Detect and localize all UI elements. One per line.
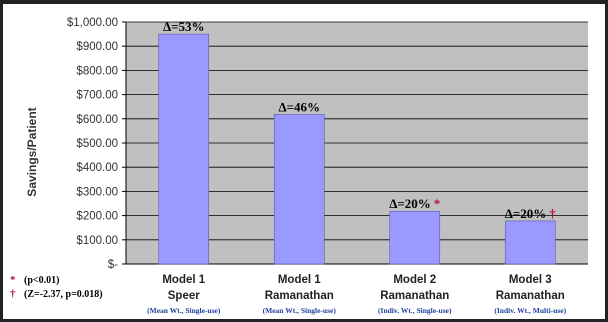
category-sublabel: (Indiv. Wt., Multi-use) — [494, 306, 566, 315]
category-sublabel: (Indiv. Wt., Single-use) — [378, 306, 452, 315]
y-tick-label: $600.00 — [76, 114, 118, 126]
category-label: Model 1 — [162, 274, 205, 286]
y-tick-label: $300.00 — [76, 186, 118, 198]
category-label: Model 2 — [393, 274, 436, 286]
bar-annotation: Δ=53% — [163, 19, 205, 34]
category-sublabel: (Mean Wt., Single-use) — [263, 306, 337, 315]
category-label: Speer — [168, 290, 200, 302]
y-tick-label: $200.00 — [76, 211, 118, 223]
y-axis-label: Savings/Patient — [25, 107, 39, 196]
footnote-symbol: * — [10, 274, 16, 286]
footnote-text: (Z=-2.37, p=0.018) — [24, 289, 103, 300]
y-tick-label: $- — [108, 259, 118, 271]
bar-annotation: Δ=20% * — [389, 196, 440, 211]
significance-mark: * — [434, 196, 441, 211]
y-tick-label: $1,000.00 — [67, 17, 118, 29]
y-tick-label: $700.00 — [76, 90, 118, 102]
category-label: Ramanathan — [380, 290, 449, 302]
category-label: Model 1 — [278, 274, 321, 286]
y-tick-label: $400.00 — [76, 162, 118, 174]
footnote-symbol: † — [10, 288, 16, 300]
footnote-text: (p<0.01) — [24, 275, 59, 286]
category-sublabel: (Mean Wt., Single-use) — [147, 306, 221, 315]
bar — [273, 114, 325, 265]
y-tick-label: $500.00 — [76, 138, 118, 150]
significance-mark: † — [549, 206, 556, 221]
category-label: Ramanathan — [496, 290, 565, 302]
y-tick-label: $900.00 — [76, 41, 118, 53]
bar — [504, 220, 556, 265]
category-label: Ramanathan — [265, 290, 334, 302]
bar-annotation: Δ=20% † — [505, 206, 557, 221]
bar-annotation: Δ=46% — [278, 99, 320, 114]
y-tick-label: $800.00 — [76, 65, 118, 77]
bar — [158, 33, 210, 265]
bar — [389, 210, 441, 265]
category-label: Model 3 — [509, 274, 552, 286]
y-tick-label: $100.00 — [76, 235, 118, 247]
